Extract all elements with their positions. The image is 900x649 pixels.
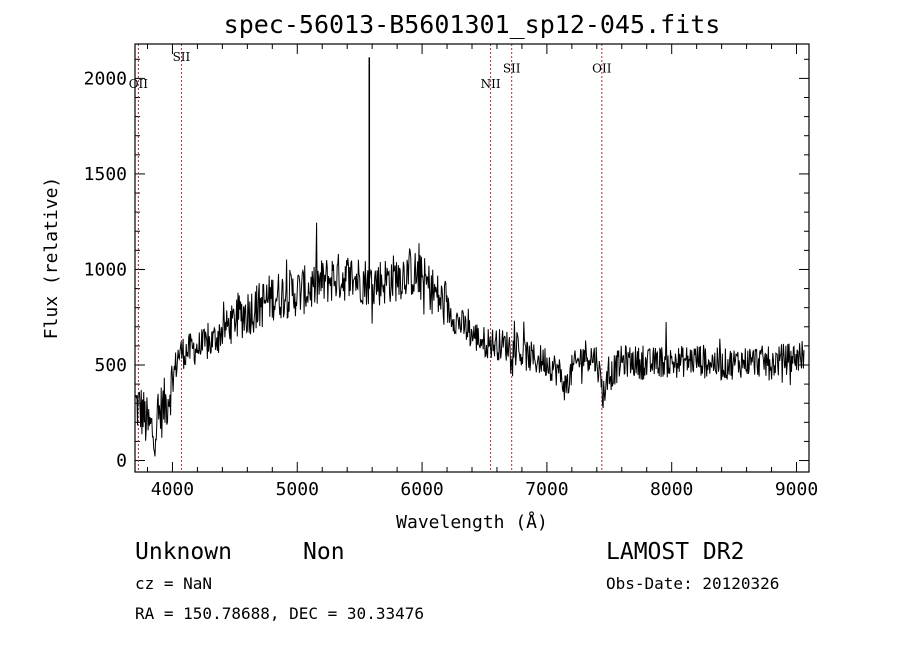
x-tick-label: 4000 (151, 479, 194, 500)
y-tick-label: 1000 (84, 259, 127, 280)
line-marker-label: NII (481, 77, 501, 91)
chart-title: spec-56013-B5601301_sp12-045.fits (224, 10, 721, 39)
subclass-label: Non (303, 539, 345, 565)
line-marker-label: SII (173, 50, 191, 64)
x-tick-label: 6000 (400, 479, 443, 500)
y-tick-label: 2000 (84, 68, 127, 89)
x-tick-label: 5000 (276, 479, 319, 500)
y-tick-label: 1500 (84, 164, 127, 185)
line-marker-label: OII (129, 77, 149, 91)
axis-ticks (135, 44, 809, 472)
x-tick-label: 7000 (525, 479, 568, 500)
line-marker-label: OII (592, 62, 612, 76)
x-tick-label: 9000 (775, 479, 818, 500)
spectrum-line (135, 222, 805, 457)
class-label: Unknown (135, 539, 232, 565)
tick-labels: 4000 5000 6000 7000 8000 9000 0 500 1000 1500 2000 (84, 68, 819, 500)
line-marker-label: SII (503, 62, 521, 76)
plot-frame (134, 43, 810, 473)
obs-date: Obs-Date: 20120326 (606, 574, 779, 593)
y-tick-label: 0 (116, 451, 127, 472)
y-axis-label: Flux (relative) (41, 177, 62, 340)
y-tick-label: 500 (94, 355, 127, 376)
survey-label: LAMOST DR2 (606, 539, 744, 565)
x-axis-label: Wavelength (Å) (396, 511, 548, 533)
x-tick-label: 8000 (650, 479, 693, 500)
ra-dec-coordinates: RA = 150.78688, DEC = 30.33476 (135, 604, 424, 623)
cz-value: cz = NaN (135, 574, 212, 593)
